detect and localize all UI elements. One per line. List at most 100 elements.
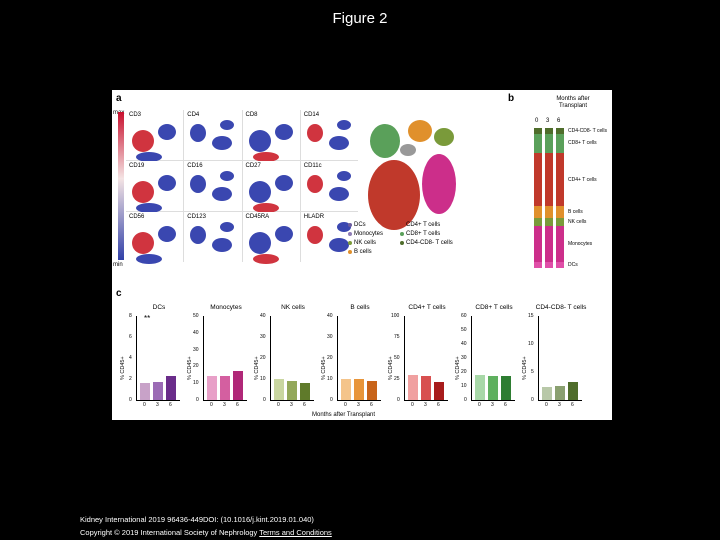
marker-label: CD19 bbox=[129, 163, 145, 169]
bar bbox=[421, 376, 431, 400]
legend-label: B cells bbox=[354, 249, 372, 255]
legend-label: NK cells bbox=[354, 240, 377, 246]
y-tick-label: 0 bbox=[263, 397, 266, 403]
bar-segment bbox=[556, 128, 564, 134]
marker-label: CD45RA bbox=[245, 214, 270, 220]
y-axis bbox=[404, 316, 405, 400]
marker-label: CD14 bbox=[303, 112, 320, 118]
bar-segment bbox=[545, 206, 553, 218]
tsne-cluster bbox=[132, 232, 154, 254]
chart-title: CD8+ T cells bbox=[475, 304, 513, 311]
panel-a-legend: DCs Monocytes NK cells B cells CD4+ T cells C… bbox=[344, 218, 464, 262]
bar-segment bbox=[556, 225, 564, 263]
bar-segment bbox=[545, 133, 553, 154]
y-tick-label: 40 bbox=[260, 313, 266, 319]
cluster-cd4 bbox=[368, 160, 420, 230]
composition-bar-month-0 bbox=[534, 128, 542, 268]
x-axis bbox=[203, 400, 247, 401]
tsne-cluster bbox=[220, 222, 235, 232]
bar bbox=[568, 382, 578, 400]
copyright-text: Copyright © 2019 International Society o… bbox=[80, 528, 258, 537]
tsne-cluster bbox=[212, 136, 233, 150]
y-axis bbox=[471, 316, 472, 400]
bar bbox=[207, 376, 217, 400]
y-tick-label: 30 bbox=[193, 346, 199, 353]
marker-tile-cd14: CD14 bbox=[300, 110, 358, 160]
tsne-cluster bbox=[336, 171, 351, 181]
bar bbox=[367, 381, 377, 400]
y-axis bbox=[136, 316, 137, 400]
tsne-cluster bbox=[252, 254, 279, 264]
segment-label: DCs bbox=[568, 262, 578, 269]
legend-item: NK cells bbox=[348, 240, 376, 246]
chart-title: Monocytes bbox=[210, 304, 242, 311]
bar-segment bbox=[534, 217, 542, 226]
tsne-cluster bbox=[190, 124, 207, 142]
marker-tile-cd45ra: CD45RA bbox=[242, 212, 300, 264]
tsne-cluster bbox=[136, 203, 162, 213]
bar-segment bbox=[545, 262, 553, 268]
panel-a-letter: a bbox=[116, 93, 122, 104]
y-tick-label: 0 bbox=[464, 397, 467, 403]
bar-segment bbox=[534, 128, 542, 134]
terms-link[interactable]: Terms and Conditions bbox=[259, 528, 332, 537]
tsne-cluster bbox=[306, 175, 323, 193]
marker-tile-cd4: CD4 bbox=[184, 110, 242, 160]
bar-segment bbox=[556, 217, 564, 226]
tsne-cluster bbox=[158, 124, 176, 140]
tsne-cluster bbox=[190, 226, 207, 244]
x-tick-label: 0 bbox=[478, 402, 481, 408]
composition-bar-month-6 bbox=[556, 128, 564, 268]
tsne-cluster bbox=[252, 203, 279, 213]
bar-segment bbox=[534, 225, 542, 263]
bar-segment bbox=[545, 153, 553, 207]
marker-tile-cd3: CD3 bbox=[126, 110, 184, 162]
panel-c-letter: c bbox=[116, 288, 122, 299]
tsne-cluster bbox=[248, 130, 271, 152]
y-tick-label: 50 bbox=[193, 313, 199, 319]
bar-segment bbox=[556, 262, 564, 268]
segment-label: B cells bbox=[568, 209, 583, 215]
segment-label: Monocytes bbox=[568, 241, 593, 248]
legend-label: CD4+ T cells bbox=[406, 222, 441, 228]
y-tick-label: 10 bbox=[528, 341, 534, 347]
b-tick-0: 0 bbox=[535, 118, 539, 124]
slide-title: Figure 2 bbox=[332, 10, 388, 27]
legend-swatch bbox=[348, 232, 352, 236]
bar bbox=[233, 371, 243, 400]
tsne-cluster bbox=[212, 238, 233, 252]
x-tick-label: 0 bbox=[277, 402, 280, 408]
x-axis bbox=[270, 400, 314, 401]
chart-title: CD4-CD8- T cells bbox=[535, 304, 587, 311]
colorbar bbox=[118, 112, 124, 260]
x-tick-label: 3 bbox=[223, 402, 226, 408]
bar bbox=[274, 379, 284, 400]
tsne-cluster bbox=[336, 120, 351, 130]
segment-label: CD4+ T cells bbox=[568, 176, 597, 183]
legend-label: CD4-CD8- T cells bbox=[406, 240, 453, 246]
x-axis bbox=[337, 400, 381, 401]
x-tick-label: 6 bbox=[303, 402, 306, 408]
x-tick-label: 0 bbox=[411, 402, 414, 408]
tsne-cluster bbox=[132, 181, 154, 203]
y-axis bbox=[203, 316, 204, 400]
bar-segment bbox=[534, 262, 542, 268]
y-tick-label: 20 bbox=[327, 355, 333, 361]
x-tick-label: 0 bbox=[344, 402, 347, 408]
y-tick-label: 30 bbox=[260, 334, 266, 340]
bar bbox=[475, 374, 485, 400]
tsne-cluster bbox=[212, 187, 233, 201]
y-tick-label: 40 bbox=[193, 329, 199, 336]
tsne-cluster bbox=[136, 254, 162, 264]
bar bbox=[354, 379, 364, 400]
x-tick-label: 0 bbox=[545, 402, 548, 408]
y-tick-label: 25 bbox=[394, 376, 400, 382]
y-tick-label: 75 bbox=[394, 334, 400, 340]
tsne-cluster bbox=[248, 181, 271, 203]
tsne-cluster bbox=[252, 152, 279, 162]
y-tick-label: 50 bbox=[394, 355, 400, 361]
x-tick-label: 3 bbox=[558, 402, 561, 408]
bar bbox=[542, 386, 552, 400]
segment-label: NK cells bbox=[568, 218, 587, 225]
segment-label: CD4-CD8- T cells bbox=[568, 127, 607, 134]
